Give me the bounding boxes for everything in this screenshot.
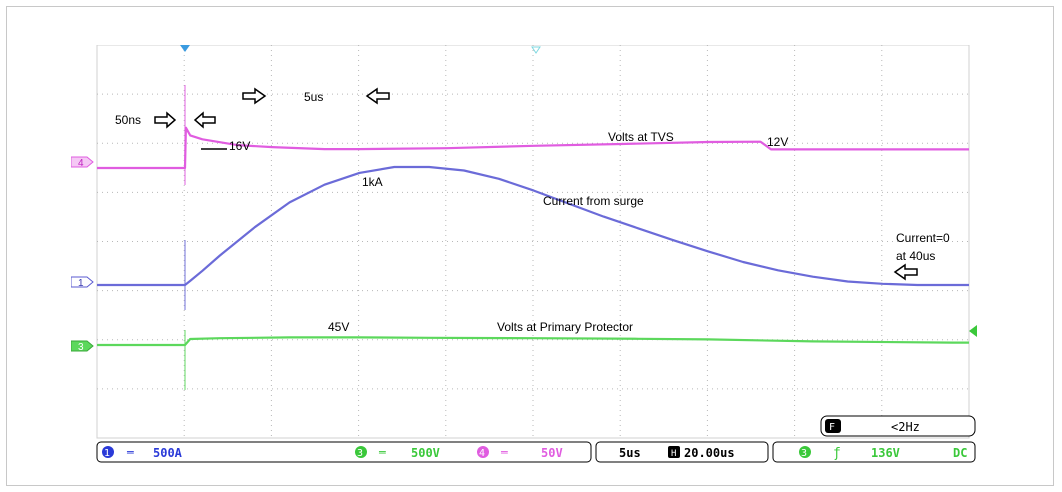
ch4-marker-label: 4 — [78, 158, 84, 169]
current-peak-label: 1kA — [362, 175, 383, 189]
annotation-current-zero: Current=0 at 40us — [893, 231, 950, 281]
annotation-width: 5us — [242, 87, 390, 105]
trigger-position-marker — [180, 45, 190, 52]
current-zero-label-2: at 40us — [896, 249, 935, 263]
rise-arrow-left — [193, 111, 216, 129]
ch3-marker-label: 3 — [78, 342, 84, 353]
trigger-level-marker — [969, 325, 977, 337]
primary-peak-label: 45V — [328, 320, 349, 334]
trigger-source-badge — [799, 446, 811, 458]
status-bar: 1 ═ 500A 3 ═ 500V 4 ═ 50V 5us H 20.00us … — [96, 441, 976, 463]
annotation-tvs-peak: 16V — [201, 139, 250, 153]
ch4-marker: 4 — [70, 156, 94, 169]
ch1-marker-label: 1 — [78, 278, 84, 289]
waveform-traces — [97, 85, 969, 390]
primary-series-label: Volts at Primary Protector — [497, 320, 633, 334]
ch3-badge — [355, 446, 367, 458]
oscilloscope: 4 1 3 50ns 5us 16V Volts at TVS 12V 1kA … — [70, 44, 979, 465]
width-label: 5us — [304, 90, 323, 104]
current-zero-arrow — [893, 263, 918, 281]
trace-series-3 — [97, 336, 969, 347]
current-zero-label-1: Current=0 — [896, 231, 950, 245]
h-position: 20.00us — [684, 446, 735, 460]
ch3-coupling-icon: ═ — [378, 446, 386, 459]
rise-time-label: 50ns — [115, 113, 141, 127]
ch1-marker: 1 — [70, 276, 94, 289]
ch1-badge-num: 1 — [104, 448, 110, 459]
trigger-level: 136V — [871, 446, 900, 460]
current-series-label: Current from surge — [543, 194, 644, 208]
scope-display: 4 1 3 50ns 5us 16V Volts at TVS 12V 1kA … — [70, 44, 977, 463]
ch3-scale: 500V — [411, 446, 440, 460]
ch1-coupling-icon: ═ — [126, 446, 134, 459]
frequency-value: <2Hz — [891, 420, 920, 434]
frequency-icon: F — [829, 422, 835, 433]
h-position-icon — [668, 446, 680, 458]
ch3-badge-num: 3 — [357, 448, 363, 459]
ch4-coupling-icon: ═ — [500, 446, 508, 459]
trigger-slope-icon: ƒ — [833, 446, 841, 461]
tvs-peak-label: 16V — [229, 139, 250, 153]
tvs-series-label: Volts at TVS — [608, 130, 674, 144]
trigger-source-num: 3 — [801, 448, 807, 459]
ch4-scale: 50V — [541, 446, 563, 460]
trigger-coupling: DC — [953, 446, 967, 460]
frequency-readout: F <2Hz — [820, 415, 976, 437]
ch4-badge-num: 4 — [479, 448, 485, 459]
width-arrow-right — [242, 87, 267, 105]
horizontal-position-marker — [531, 46, 541, 54]
ch1-scale: 500A — [153, 446, 183, 460]
width-arrow-left — [365, 87, 390, 105]
trace-series-1 — [97, 165, 969, 287]
ch4-badge — [477, 446, 489, 458]
rise-arrow-right — [154, 111, 177, 129]
annotation-rise-time: 50ns — [115, 111, 216, 129]
timebase: 5us — [619, 446, 641, 460]
ch3-marker: 3 — [70, 340, 94, 353]
trace-series-4 — [97, 126, 969, 170]
h-position-icon-glyph: H — [671, 449, 676, 459]
ch1-badge — [102, 446, 114, 458]
tvs-end-label: 12V — [767, 135, 788, 149]
